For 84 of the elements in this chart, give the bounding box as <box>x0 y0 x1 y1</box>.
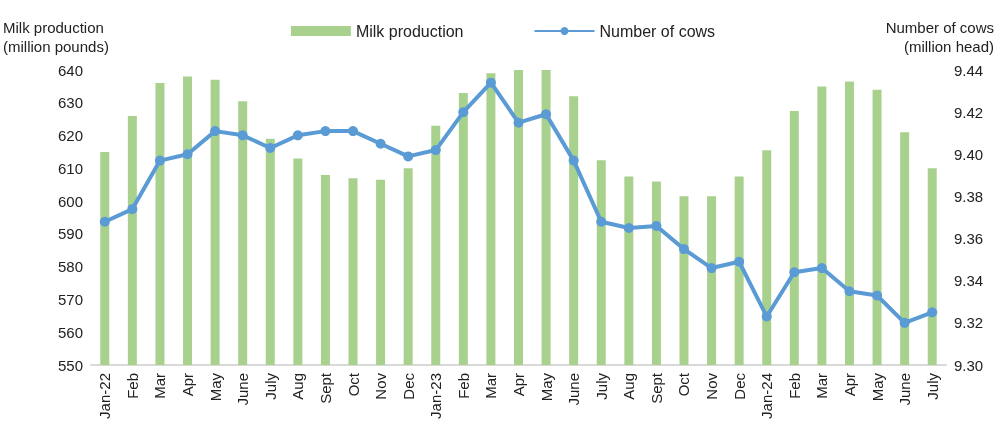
y-tick-label: 620 <box>57 127 83 145</box>
point <box>844 286 855 297</box>
y-tick-label: 560 <box>57 323 83 341</box>
x-tick-label: Aug <box>289 373 307 400</box>
point <box>182 149 193 160</box>
point <box>623 223 634 234</box>
point <box>899 317 910 328</box>
y2-tick-label: 9.32 <box>954 314 984 332</box>
point <box>816 263 827 274</box>
y2-tick-label: 9.36 <box>954 230 984 248</box>
x-tick-label: Aug <box>620 373 638 400</box>
point <box>99 216 110 227</box>
x-tick-label: May <box>206 372 224 402</box>
x-tick-label: Sept <box>316 372 334 404</box>
point <box>265 142 276 153</box>
y2-tick-label: 9.30 <box>954 356 984 374</box>
x-tick-label: Nov <box>372 372 390 400</box>
point <box>706 263 717 274</box>
x-tick-label: Feb <box>785 373 803 399</box>
x-tick-label: Feb <box>454 373 472 399</box>
x-tick-label: Mar <box>482 373 500 399</box>
point <box>513 117 524 128</box>
y2-tick-label: 9.40 <box>954 145 984 163</box>
point <box>154 155 165 166</box>
y-tick-label: 550 <box>57 356 83 374</box>
point <box>872 290 883 301</box>
x-tick-label: June <box>896 373 914 406</box>
point <box>458 107 469 118</box>
y-tick-label: 570 <box>57 290 83 308</box>
y2-tick-label: 9.44 <box>954 61 984 79</box>
y2-tick-label: 9.34 <box>954 272 984 290</box>
legend-label: Milk production <box>355 22 464 40</box>
y2-tick-label: 9.42 <box>954 103 984 121</box>
y-tick-label: 580 <box>57 258 83 276</box>
x-tick-label: Apr <box>510 373 527 397</box>
point <box>348 126 359 137</box>
y-tick-label: 590 <box>57 225 83 243</box>
point <box>596 216 607 227</box>
x-tick-label: Apr <box>179 373 197 397</box>
x-tick-label: Oct <box>344 372 362 397</box>
x-tick-label: Dec <box>730 372 748 400</box>
point <box>127 204 138 215</box>
point <box>210 126 221 137</box>
x-tick-label: June <box>234 373 252 406</box>
x-tick-label: May <box>537 372 555 402</box>
y2-tick-label: 9.38 <box>954 187 984 205</box>
point <box>789 267 800 278</box>
x-tick-label: Jan-23 <box>427 373 445 419</box>
legend-label: Number of cows <box>599 22 716 40</box>
y-axis-title: Milk production (million pounds) <box>3 19 109 55</box>
point <box>541 109 552 120</box>
x-tick-label: Apr <box>840 373 858 397</box>
x-tick-label: Dec <box>399 372 417 400</box>
x-tick-label: Jan-22 <box>96 373 114 419</box>
x-tick-label: Sept <box>647 372 665 404</box>
point <box>734 256 745 267</box>
x-tick-label: July <box>923 372 941 400</box>
y2-axis-title: Number of cows (million head) <box>885 19 994 55</box>
y-tick-label: 600 <box>57 192 83 210</box>
x-tick-label: July <box>592 372 610 400</box>
point <box>292 130 303 141</box>
x-tick-label: Mar <box>151 373 169 399</box>
x-tick-label: Jan-24 <box>758 373 776 419</box>
x-tick-label: Mar <box>813 373 831 399</box>
x-tick-label: June <box>565 373 583 406</box>
point <box>651 220 662 231</box>
y-tick-label: 640 <box>57 61 83 79</box>
y-tick-label: 630 <box>57 94 83 112</box>
x-tick-label: July <box>261 372 279 400</box>
point <box>678 244 689 255</box>
point <box>568 155 579 166</box>
point <box>237 130 248 141</box>
x-tick-label: Feb <box>123 373 141 399</box>
x-tick-label: Nov <box>703 372 721 400</box>
point <box>485 77 496 88</box>
x-tick-label: Oct <box>675 372 693 397</box>
point <box>430 145 441 156</box>
y-tick-label: 610 <box>57 159 83 177</box>
point <box>403 151 414 162</box>
point <box>761 311 772 322</box>
point <box>927 307 938 318</box>
x-tick-label: May <box>868 372 886 402</box>
point <box>375 138 386 149</box>
point <box>320 126 331 137</box>
